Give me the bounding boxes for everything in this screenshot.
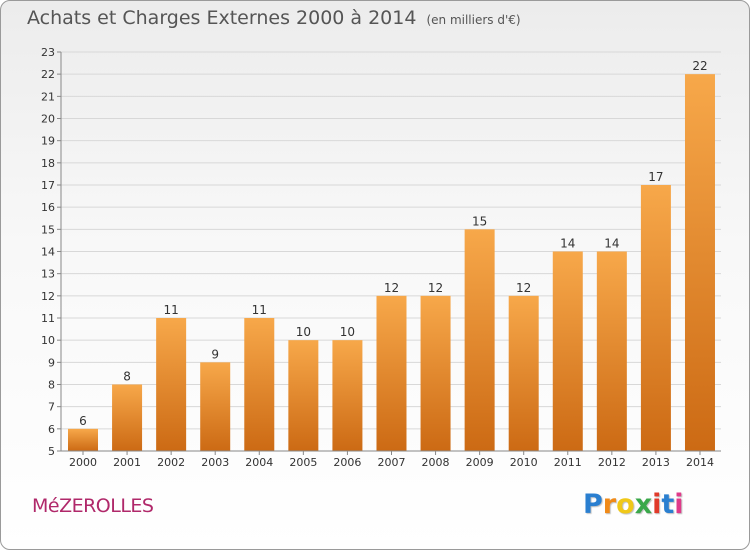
y-tick-label-23: 23 (41, 46, 55, 59)
bar-2010 (508, 295, 539, 451)
logo-letter-1: r (602, 489, 617, 520)
y-tick-label-5: 5 (48, 445, 55, 458)
data-label-2014: 22 (692, 59, 707, 73)
logo-letter-0: P (583, 489, 603, 520)
bar-2012 (596, 251, 627, 451)
x-tick-label-2001: 2001 (113, 456, 141, 469)
logo-letter-4: i (652, 489, 662, 520)
title-text: Achats et Charges Externes 2000 à 2014 (27, 7, 417, 29)
y-tick-label-15: 15 (41, 223, 55, 236)
logo-letter-3: x (634, 489, 653, 520)
y-tick-label-16: 16 (41, 201, 55, 214)
bars (68, 74, 715, 452)
y-tick-label-10: 10 (41, 334, 55, 347)
y-tick-label-9: 9 (48, 356, 55, 369)
bar-2003 (200, 362, 231, 451)
logo-letter-6: i (674, 489, 684, 520)
y-tick-label-11: 11 (41, 312, 55, 325)
bar-2007 (376, 295, 407, 451)
bar-2002 (156, 318, 187, 451)
chart-subtitle: (en milliers d'€) (426, 13, 521, 27)
data-label-2004: 11 (252, 303, 267, 317)
x-tick-label-2009: 2009 (466, 456, 494, 469)
bar-2008 (420, 295, 451, 451)
y-tick-label-21: 21 (41, 90, 55, 103)
x-tick-label-2002: 2002 (157, 456, 185, 469)
bar-2006 (332, 340, 363, 451)
data-label-2005: 10 (296, 325, 311, 339)
data-label-2010: 12 (516, 281, 531, 295)
y-tick-label-12: 12 (41, 290, 55, 303)
x-tick-label-2006: 2006 (333, 456, 361, 469)
y-tick-label-14: 14 (41, 246, 55, 259)
x-tick-label-2000: 2000 (69, 456, 97, 469)
data-label-2009: 15 (472, 214, 487, 228)
chart-title: Achats et Charges Externes 2000 à 2014 (e… (27, 7, 521, 29)
x-tick-label-2013: 2013 (642, 456, 670, 469)
x-tick-label-2005: 2005 (289, 456, 317, 469)
data-label-2011: 14 (560, 237, 575, 251)
x-tick-label-2007: 2007 (377, 456, 405, 469)
data-label-2000: 6 (79, 414, 87, 428)
data-label-2012: 14 (604, 237, 619, 251)
bar-2011 (552, 251, 583, 451)
bar-2004 (244, 318, 275, 451)
y-tick-label-20: 20 (41, 113, 55, 126)
bar-2009 (464, 229, 495, 451)
bar-2014 (684, 74, 715, 452)
data-label-2001: 8 (123, 370, 131, 384)
data-label-2003: 9 (211, 347, 219, 361)
bar-2013 (640, 185, 671, 451)
logo-letter-2: o (616, 489, 635, 520)
y-tick-label-18: 18 (41, 157, 55, 170)
x-tick-label-2014: 2014 (686, 456, 714, 469)
y-tick-label-22: 22 (41, 68, 55, 81)
commune-name: MéZEROLLES (32, 495, 154, 517)
y-tick-label-19: 19 (41, 135, 55, 148)
bar-2001 (112, 384, 143, 451)
data-label-2006: 10 (340, 325, 355, 339)
y-tick-label-13: 13 (41, 268, 55, 281)
data-label-2007: 12 (384, 281, 399, 295)
y-tick-label-8: 8 (48, 379, 55, 392)
data-label-2002: 11 (163, 303, 178, 317)
data-label-2013: 17 (648, 170, 663, 184)
x-tick-label-2010: 2010 (510, 456, 538, 469)
y-tick-label-6: 6 (48, 423, 55, 436)
logo-letter-5: t (661, 489, 675, 520)
x-tick-label-2004: 2004 (245, 456, 273, 469)
bar-2005 (288, 340, 319, 451)
data-labels: 6 8 11 9 11 10 10 12 12 15 12 14 14 17 22 (79, 59, 707, 428)
x-tick-label-2011: 2011 (554, 456, 582, 469)
y-tick-label-7: 7 (48, 401, 55, 414)
axes: 5 6 7 8 9 10 11 12 13 14 15 16 17 18 19 20 21 22 23 2000 200… (41, 46, 721, 469)
y-tick-label-17: 17 (41, 179, 55, 192)
bar-2000 (68, 428, 98, 451)
x-tick-label-2008: 2008 (422, 456, 450, 469)
proxiti-logo: Proxiti (583, 489, 684, 520)
data-label-2008: 12 (428, 281, 443, 295)
x-tick-label-2003: 2003 (201, 456, 229, 469)
x-tick-label-2012: 2012 (598, 456, 626, 469)
